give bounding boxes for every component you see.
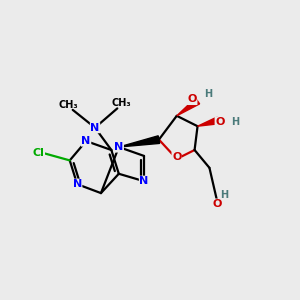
Text: N: N (73, 179, 82, 189)
Text: Cl: Cl (33, 148, 44, 158)
Polygon shape (198, 117, 219, 126)
Text: N: N (90, 123, 100, 133)
Text: CH₃: CH₃ (112, 98, 132, 108)
Text: N: N (140, 176, 149, 186)
Polygon shape (119, 136, 160, 147)
Text: O: O (188, 94, 197, 104)
Text: O: O (172, 152, 182, 161)
Text: H: H (231, 117, 239, 127)
Text: N: N (114, 142, 123, 152)
Polygon shape (177, 98, 200, 116)
Text: H: H (204, 88, 212, 98)
Text: CH₃: CH₃ (58, 100, 78, 110)
Text: O: O (215, 117, 224, 127)
Text: O: O (212, 199, 222, 209)
Text: N: N (82, 136, 91, 146)
Text: H: H (220, 190, 228, 200)
